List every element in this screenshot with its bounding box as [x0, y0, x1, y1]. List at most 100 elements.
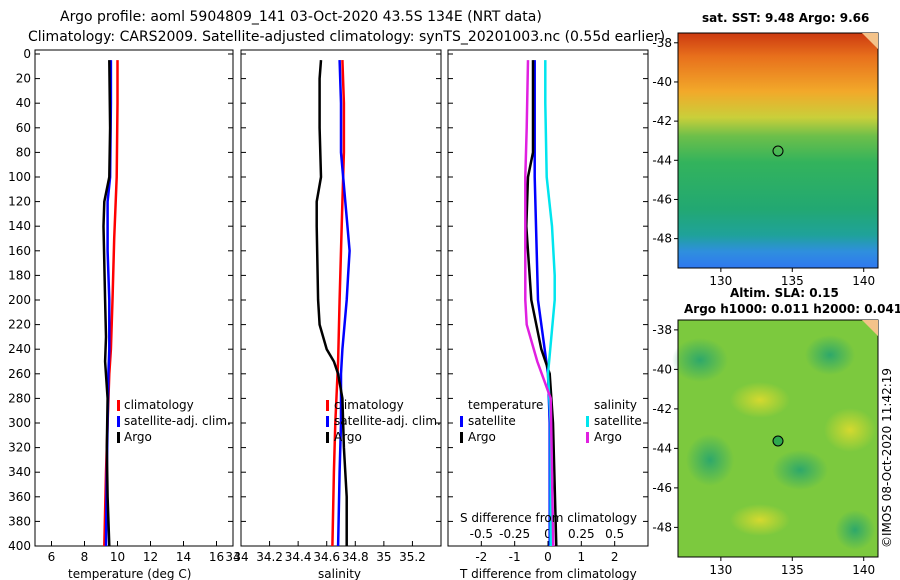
y-tick-label: 380: [8, 514, 31, 528]
x-tick-label: 1: [578, 550, 586, 564]
salinity-panel: [240, 49, 442, 547]
x2-tick-label: 0.25: [568, 527, 595, 541]
x2-tick-label: 0: [544, 527, 552, 541]
map-x-tick-label: 135: [781, 563, 804, 577]
x-tick-label: 34.6: [313, 550, 340, 564]
y-tick-label: 100: [8, 170, 31, 184]
salinity-legend: climatology satellite-adj. clim. Argo: [326, 398, 441, 444]
legend-swatch-satellite: [326, 416, 329, 427]
legend-label: satellite-adj. clim.: [334, 414, 441, 428]
sla-map-title: Altim. SLA: 0.15: [730, 286, 839, 300]
sla-blob: [772, 450, 828, 490]
y-tick-label: 80: [16, 145, 31, 159]
legend-label: satellite: [594, 414, 642, 428]
sla-blob: [730, 382, 790, 418]
sst-map-image: [678, 33, 878, 268]
x-tick-label: 12: [143, 550, 158, 564]
y-tick-label: 20: [16, 72, 31, 86]
x-tick-label: 34.2: [256, 550, 283, 564]
map-y-tick-label: -42: [652, 114, 672, 128]
sla-map-land-corner: [862, 320, 878, 336]
legend-label: climatology: [124, 398, 194, 412]
sla-blob: [686, 434, 734, 486]
x-tick-label: 6: [48, 550, 56, 564]
y-tick-label: 300: [8, 416, 31, 430]
legend-swatch-s-satellite: [586, 416, 589, 427]
sla-blob: [824, 408, 876, 452]
sla-argo-marker: [772, 435, 784, 447]
sla-blob: [835, 510, 875, 550]
sst-map-title: sat. SST: 9.48 Argo: 9.66: [702, 11, 869, 25]
x-tick-label: 0: [544, 550, 552, 564]
sla-map-frame: [677, 319, 879, 558]
x-tick-label: 2: [611, 550, 619, 564]
x-tick-label: 34.8: [342, 550, 369, 564]
map-y-tick-label: -48: [652, 232, 672, 246]
y-tick-label: 220: [8, 318, 31, 332]
map-x-tick-label: 135: [781, 274, 804, 288]
legend-swatch-t-argo: [460, 432, 463, 443]
series-line-s-argo: [524, 60, 555, 547]
title-line-2: Climatology: CARS2009. Satellite-adjuste…: [28, 29, 665, 45]
y-tick-label: 140: [8, 219, 31, 233]
difference-legend: temperature salinity satellite Argo sate…: [460, 398, 642, 444]
legend-label: Argo: [334, 430, 362, 444]
series-line-argo: [102, 60, 112, 547]
map-y-tick-label: -44: [652, 153, 672, 167]
map-y-tick-label: -42: [652, 402, 672, 416]
x-tick-label: 16: [209, 550, 224, 564]
x2-tick-label: 0.5: [605, 527, 624, 541]
x-tick-label: 34.4: [285, 550, 312, 564]
sst-map-frame: [677, 32, 879, 269]
difference-panel: [447, 49, 649, 547]
legend-swatch-climatology: [326, 400, 329, 411]
legend-label: satellite: [468, 414, 516, 428]
map-x-tick-label: 130: [709, 563, 732, 577]
legend-swatch-argo: [117, 432, 120, 443]
x-tick-label: 34: [233, 550, 248, 564]
salinity-xlabel: salinity: [318, 567, 361, 580]
legend-swatch-argo: [326, 432, 329, 443]
x-tick-label: -2: [475, 550, 487, 564]
x-tick-label: 10: [110, 550, 125, 564]
y-tick-label: 0: [23, 47, 31, 61]
x-tick-label: 8: [81, 550, 89, 564]
map-y-tick-label: -38: [652, 323, 672, 337]
legend-label: Argo: [124, 430, 152, 444]
y-tick-label: 360: [8, 490, 31, 504]
series-line-satellite-adj-clim-: [336, 60, 351, 547]
y-tick-label: 60: [16, 121, 31, 135]
y-tick-label: 340: [8, 465, 31, 479]
legend-label: climatology: [334, 398, 404, 412]
y-tick-label: 320: [8, 441, 31, 455]
copyright-label: ©IMOS 08-Oct-2020 11:42:19: [880, 368, 894, 548]
sla-blob: [805, 335, 855, 375]
sla-blob: [672, 338, 728, 382]
map-x-tick-label: 130: [709, 274, 732, 288]
x2-tick-label: -0.5: [470, 527, 493, 541]
map-y-tick-label: -38: [652, 36, 672, 50]
legend-label: Argo: [468, 430, 496, 444]
legend-label: satellite-adj. clim.: [124, 414, 231, 428]
map-y-tick-label: -40: [652, 75, 672, 89]
x-tick-label: 34: [225, 550, 240, 564]
map-y-tick-label: -46: [652, 481, 672, 495]
legend-title-temperature: temperature: [468, 398, 543, 412]
sst-map-land-corner: [862, 33, 878, 49]
sst-argo-marker: [772, 145, 784, 157]
t-difference-xlabel: T difference from climatology: [459, 567, 637, 580]
map-y-tick-label: -44: [652, 441, 672, 455]
sla-blob: [730, 504, 790, 536]
y-tick-label: 200: [8, 293, 31, 307]
sla-map-subtitle: Argo h1000: 0.011 h2000: 0.041: [684, 302, 900, 316]
s-difference-xlabel: S difference from climatology: [460, 511, 637, 525]
profile-lines: [102, 60, 558, 547]
y-tick-label: 240: [8, 342, 31, 356]
x-tick-label: 14: [176, 550, 191, 564]
legend-title-salinity: salinity: [594, 398, 637, 412]
legend-label: Argo: [594, 430, 622, 444]
legend-swatch-climatology: [117, 400, 120, 411]
legend-swatch-t-satellite: [460, 416, 463, 427]
x-tick-label: -1: [509, 550, 521, 564]
